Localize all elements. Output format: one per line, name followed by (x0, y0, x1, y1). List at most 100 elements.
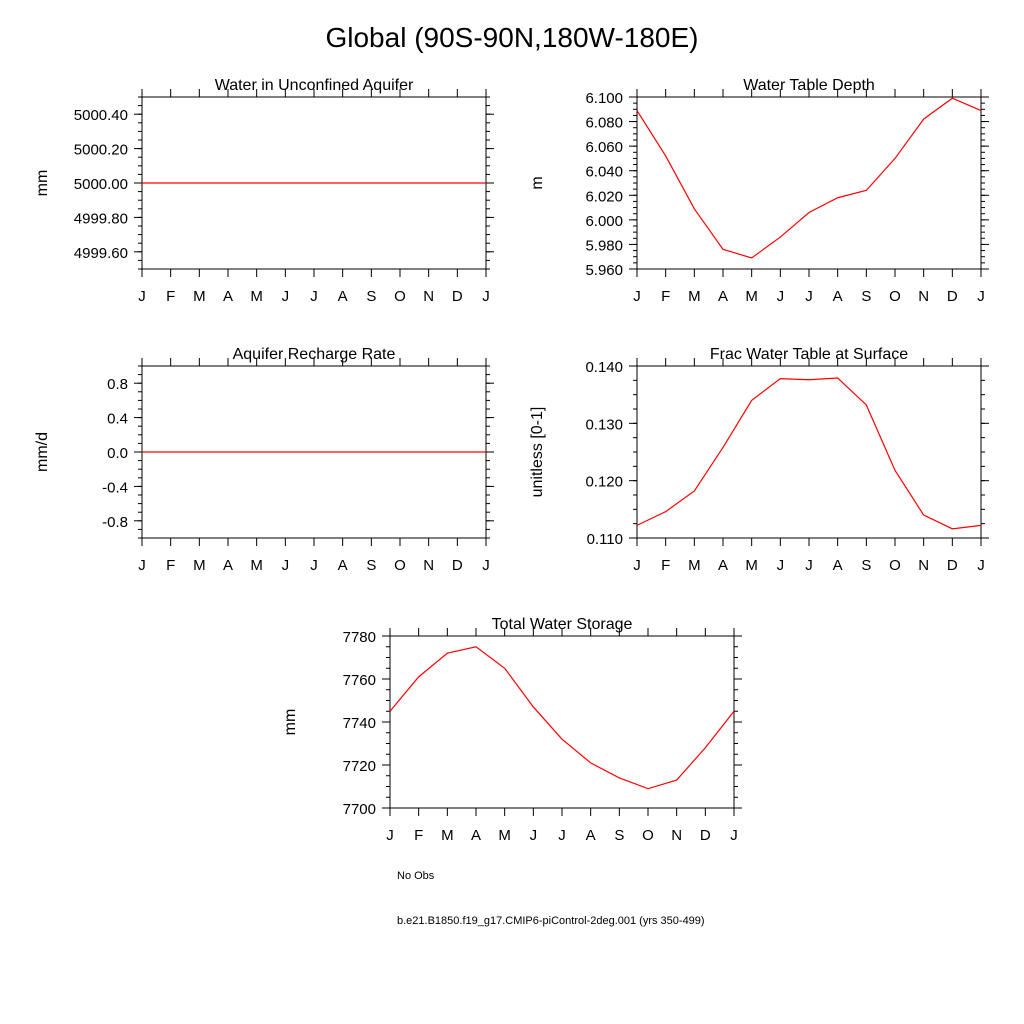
chart-title: Aquifer Recharge Rate (233, 346, 396, 363)
y-axis-label: mm/d (34, 432, 51, 472)
x-tick-label: F (414, 827, 423, 844)
chart-title: Total Water Storage (492, 616, 633, 633)
x-tick-label: N (918, 557, 929, 574)
x-tick-label: J (805, 288, 813, 305)
chart-title: Water Table Depth (743, 77, 875, 94)
x-tick-label: J (777, 288, 785, 305)
x-tick-label: J (805, 557, 813, 574)
x-tick-label: D (700, 827, 711, 844)
x-tick-label: M (193, 557, 206, 574)
x-tick-label: N (671, 827, 682, 844)
y-tick-label: 6.020 (585, 188, 623, 205)
x-tick-label: A (586, 827, 596, 844)
x-tick-label: M (745, 557, 758, 574)
x-tick-label: A (833, 557, 843, 574)
x-tick-label: A (223, 557, 233, 574)
y-tick-label: 6.060 (585, 139, 623, 156)
x-tick-label: A (718, 288, 728, 305)
legend-label-model: b.e21.B1850.f19_g17.CMIP6-piControl-2deg… (397, 915, 705, 927)
y-tick-label: 4999.80 (74, 210, 128, 227)
y-tick-label: 6.080 (585, 115, 623, 132)
x-tick-label: J (977, 557, 985, 574)
x-tick-label: J (386, 827, 394, 844)
y-axis-label: mm (34, 170, 51, 197)
x-tick-label: J (482, 288, 490, 305)
y-tick-label: 0.140 (585, 359, 623, 376)
chart-frac: Frac Water Table at Surface unitless [0-1… (529, 346, 989, 574)
x-tick-label: S (614, 827, 624, 844)
y-tick-label: -0.8 (102, 514, 128, 531)
plot-frame (389, 635, 735, 809)
x-tick-label: O (394, 557, 406, 574)
x-tick-label: J (482, 557, 490, 574)
y-tick-label: 0.110 (587, 531, 623, 548)
y-tick-label: 0.8 (107, 376, 128, 393)
x-tick-label: M (193, 288, 206, 305)
y-tick-label: 5000.20 (74, 142, 128, 159)
x-tick-label: J (730, 827, 738, 844)
y-tick-label: 0.120 (585, 474, 623, 491)
series-line (636, 377, 982, 530)
y-tick-label: 5000.00 (74, 176, 128, 193)
y-tick-label: 5000.40 (74, 107, 128, 124)
x-tick-label: F (166, 557, 175, 574)
x-tick-label: J (310, 288, 318, 305)
y-tick-label: 0.130 (585, 416, 623, 433)
x-tick-label: O (889, 557, 901, 574)
x-tick-label: M (250, 288, 263, 305)
plot-frame (636, 96, 982, 270)
x-tick-label: J (138, 288, 146, 305)
y-tick-label: 6.040 (585, 164, 623, 181)
x-tick-label: M (745, 288, 758, 305)
y-axis-label: unitless [0-1] (529, 407, 546, 498)
x-tick-label: A (338, 557, 348, 574)
x-tick-label: F (661, 557, 670, 574)
y-tick-label: 7760 (343, 672, 376, 689)
x-tick-label: N (918, 288, 929, 305)
x-tick-label: S (366, 557, 376, 574)
x-tick-label: M (441, 827, 454, 844)
x-tick-label: S (861, 288, 871, 305)
x-tick-label: D (947, 557, 958, 574)
x-tick-label: F (166, 288, 175, 305)
y-tick-label: -0.4 (102, 479, 128, 496)
x-tick-label: O (889, 288, 901, 305)
x-tick-label: J (282, 288, 290, 305)
x-tick-label: J (977, 288, 985, 305)
series-line (636, 97, 982, 259)
x-tick-label: S (366, 288, 376, 305)
y-axis-label: m (529, 176, 546, 189)
y-tick-label: 7740 (343, 715, 376, 732)
y-tick-label: 0.4 (107, 411, 128, 428)
x-tick-label: F (661, 288, 670, 305)
x-tick-label: M (250, 557, 263, 574)
x-tick-label: O (642, 827, 654, 844)
legend-label-obs: No Obs (397, 870, 435, 882)
x-tick-label: M (498, 827, 511, 844)
chart-title: Water in Unconfined Aquifer (215, 77, 414, 94)
y-tick-label: 6.000 (585, 213, 623, 230)
y-axis-label: mm (282, 709, 299, 736)
x-tick-label: N (423, 288, 434, 305)
x-tick-label: M (688, 557, 701, 574)
y-tick-label: 5.980 (585, 237, 623, 254)
x-tick-label: O (394, 288, 406, 305)
x-tick-label: A (833, 288, 843, 305)
y-tick-label: 7700 (343, 801, 376, 818)
x-tick-label: J (530, 827, 538, 844)
x-tick-label: J (310, 557, 318, 574)
page-title: Global (90S-90N,180W-180E) (325, 22, 699, 53)
y-tick-label: 7720 (343, 758, 376, 775)
x-tick-label: J (138, 557, 146, 574)
x-tick-label: A (223, 288, 233, 305)
x-tick-label: N (423, 557, 434, 574)
x-tick-label: J (633, 288, 641, 305)
x-tick-label: D (452, 557, 463, 574)
x-tick-label: M (688, 288, 701, 305)
x-tick-label: A (718, 557, 728, 574)
x-tick-label: S (861, 557, 871, 574)
